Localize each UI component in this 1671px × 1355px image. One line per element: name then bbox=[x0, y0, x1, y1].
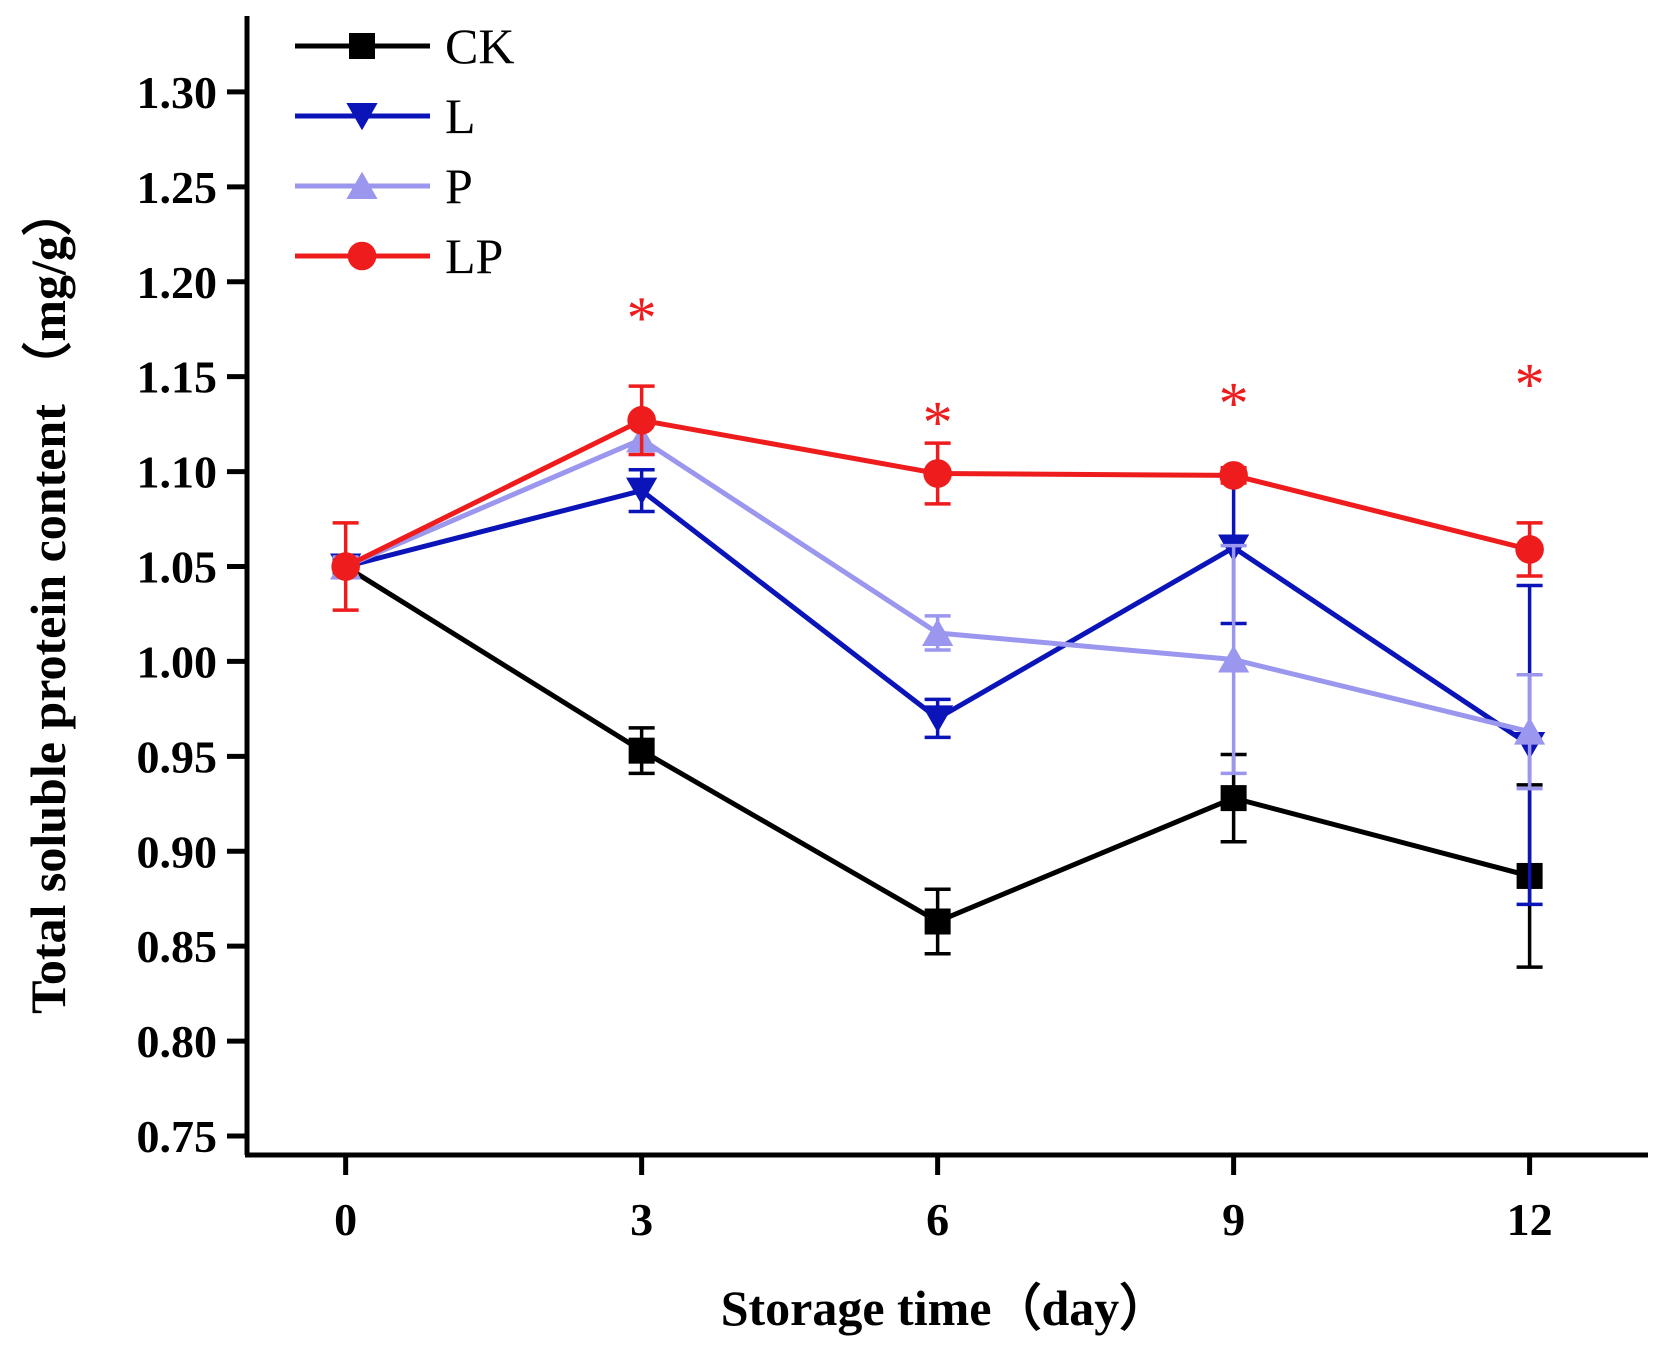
y-tick-label: 1.25 bbox=[137, 162, 218, 213]
y-tick-label: 1.05 bbox=[137, 542, 218, 593]
legend: CK LP LP bbox=[295, 18, 514, 284]
circle-marker bbox=[1515, 535, 1544, 564]
y-axis-title: Total soluble protein content （mg/g） bbox=[20, 186, 76, 1014]
y-tick-label: 0.85 bbox=[137, 921, 218, 972]
legend-item-lp: LP bbox=[295, 228, 503, 284]
circle-marker bbox=[331, 552, 360, 581]
triangle-down-marker bbox=[922, 705, 954, 733]
circle-marker bbox=[347, 241, 377, 271]
triangle-down-marker bbox=[626, 477, 658, 505]
y-axis-ticks: 0.75 0.80 0.85 0.90 0.95 1.00 1.05 1.10 1.15 1.20… bbox=[137, 67, 247, 1162]
y-tick-label: 1.10 bbox=[137, 447, 218, 498]
x-tick-label: 12 bbox=[1507, 1194, 1553, 1245]
y-tick-label: 0.90 bbox=[137, 826, 218, 877]
circle-marker bbox=[923, 459, 952, 488]
y-tick-label: 1.15 bbox=[137, 352, 218, 403]
x-axis-title: Storage time（day） bbox=[721, 1280, 1170, 1336]
circle-marker bbox=[1219, 461, 1248, 490]
circle-marker bbox=[627, 406, 656, 435]
x-axis-ticks: 0 3 6 9 12 bbox=[334, 1155, 1553, 1245]
y-tick-label: 0.95 bbox=[137, 731, 218, 782]
y-tick-label: 0.80 bbox=[137, 1016, 218, 1067]
x-tick-label: 9 bbox=[1222, 1194, 1245, 1245]
legend-label: CK bbox=[445, 18, 514, 74]
x-tick-label: 3 bbox=[630, 1194, 653, 1245]
significance-star: * bbox=[627, 285, 657, 351]
square-marker bbox=[1220, 785, 1247, 812]
series-l bbox=[330, 467, 1546, 907]
y-tick-label: 0.75 bbox=[137, 1111, 218, 1162]
series-layer bbox=[330, 384, 1546, 969]
significance-star: * bbox=[1219, 371, 1249, 437]
y-tick-label: 1.20 bbox=[137, 257, 218, 308]
legend-item-ck: CK bbox=[295, 18, 514, 74]
series-lp bbox=[331, 384, 1544, 612]
significance-star: * bbox=[1515, 352, 1545, 418]
legend-item-p: P bbox=[295, 158, 473, 214]
square-marker bbox=[349, 33, 375, 59]
significance-star: * bbox=[923, 390, 953, 456]
triangle-down-marker bbox=[346, 103, 378, 131]
square-marker bbox=[628, 737, 655, 764]
legend-label: LP bbox=[445, 228, 503, 284]
square-marker bbox=[924, 908, 951, 935]
triangle-up-marker bbox=[346, 171, 378, 199]
legend-label: P bbox=[445, 158, 473, 214]
annotations-layer: * * * * bbox=[627, 285, 1545, 455]
x-tick-label: 6 bbox=[926, 1194, 949, 1245]
triangle-up-marker bbox=[1218, 645, 1250, 673]
legend-item-l: L bbox=[295, 88, 476, 144]
legend-label: L bbox=[445, 88, 476, 144]
y-tick-label: 1.00 bbox=[137, 636, 218, 687]
triangle-up-marker bbox=[1514, 717, 1546, 745]
y-tick-label: 1.30 bbox=[137, 67, 218, 118]
axes bbox=[244, 16, 1648, 1158]
triangle-up-marker bbox=[922, 618, 954, 646]
x-tick-label: 0 bbox=[334, 1194, 357, 1245]
